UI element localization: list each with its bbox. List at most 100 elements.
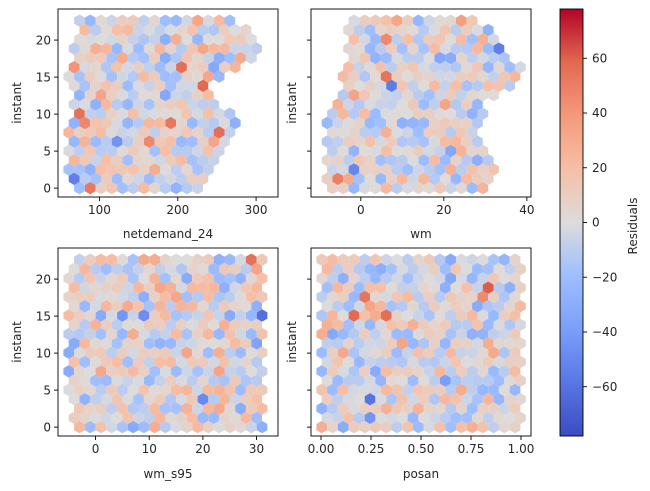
hexbin-cell [423, 327, 435, 341]
hexbin-cell [364, 281, 376, 294]
hexbin-cell [477, 163, 489, 176]
hexbin-cell [160, 402, 171, 415]
hexbin-cell [488, 88, 499, 102]
hexbin-cell [429, 116, 440, 130]
hexbin-cell [316, 327, 328, 341]
hexbin-cell [391, 327, 403, 341]
hexbin-cell [245, 402, 257, 415]
hexbin-cell [515, 318, 526, 331]
hexbin-cell [450, 23, 462, 37]
hexbin-cell [192, 107, 203, 120]
hexbin-cell [127, 33, 139, 46]
hexbin-cell [337, 253, 349, 266]
hexbin-cell [493, 42, 505, 55]
hexbin-cell [407, 23, 419, 37]
hexbin-cell [68, 337, 80, 350]
hexbin-cell [127, 70, 139, 83]
hexbin-cell [122, 23, 134, 37]
hexbin-cell [186, 318, 198, 331]
hexbin-cell [461, 337, 473, 350]
hexbin-cell [477, 272, 489, 285]
hexbin-cell [111, 318, 123, 331]
hexbin-cell [79, 116, 91, 130]
hexbin-cell [122, 374, 134, 387]
hexbin-cell [143, 116, 155, 130]
hexbin-cell [197, 393, 209, 406]
hexbin-cell [375, 23, 387, 37]
hexbin-cell [186, 281, 198, 294]
hexbin-cell [106, 14, 118, 27]
hexbin-cell [160, 14, 171, 27]
hexbin-cell [429, 98, 440, 111]
hexbin-cell [122, 154, 134, 167]
hexbin-cell [359, 181, 371, 195]
hexbin-cell [386, 154, 397, 167]
hexbin-cell [74, 33, 85, 46]
hexbin-cell [245, 383, 257, 397]
hexbin-cell [337, 327, 349, 341]
hexbin-cell [413, 346, 424, 359]
hexbin-cell [402, 181, 413, 195]
hexbin-cell [391, 383, 403, 397]
hexbin-cell [68, 116, 80, 130]
hexbin-cell [165, 135, 177, 148]
hexbin-cell [413, 126, 424, 139]
hexbin-cell [316, 346, 328, 359]
hexbin-cell [327, 107, 338, 120]
hexbin-cell [450, 135, 462, 148]
hexbin-cell [482, 337, 494, 350]
hexbin-cell [402, 107, 413, 120]
hexbin-cell [343, 393, 354, 406]
hexbin-cell [364, 42, 376, 55]
hexbin-cell [122, 281, 134, 294]
hexbin-cell [429, 79, 440, 92]
hexbin-cell [106, 420, 118, 434]
hexbin-cell [439, 135, 451, 148]
hexbin-cell [117, 33, 128, 46]
hexbin-cell [95, 365, 107, 378]
hexbin-cell [370, 107, 381, 120]
hexbin-cell [186, 98, 198, 111]
hexbin-cell [170, 144, 182, 158]
hexbin-cell [133, 98, 144, 111]
hexbin-cell [493, 393, 505, 406]
hexbin-cell [181, 144, 193, 158]
hexbin-cell [127, 181, 139, 195]
hexbin-cell [101, 281, 112, 294]
hexbin-cell [337, 420, 349, 434]
hexbin-cell [434, 70, 446, 83]
hexbin-cell [348, 14, 360, 27]
colorbar-label: Residuals [626, 198, 640, 255]
hexbin-cell [192, 402, 203, 415]
hexbin-cell [359, 14, 371, 27]
y-axis-label: instant [10, 321, 24, 363]
hexbin-cell [418, 79, 430, 92]
hexbin-cell [337, 346, 349, 359]
hexbin-cell [235, 309, 246, 322]
hexbin-cell [197, 116, 209, 130]
hexbin-cell [461, 318, 473, 331]
hexbin-cell [429, 61, 440, 74]
hexbin-cell [407, 374, 419, 387]
hexbin-cell [482, 393, 494, 406]
hexbin-cell [101, 374, 112, 387]
hexbin-cell [192, 163, 203, 176]
hexbin-cell [343, 318, 354, 331]
hexbin-cell [321, 393, 333, 406]
hexbin-cell [316, 309, 328, 322]
tick-group: 0.00 0.25 0.50 0.75 1.00 [307, 278, 534, 456]
hexbin-cell [423, 88, 435, 102]
hexbin-cell [407, 61, 419, 74]
hexbin-cell [111, 98, 123, 111]
hexbin-cell [413, 51, 424, 65]
hexbin-cell [450, 281, 462, 294]
hexbin-cell [74, 51, 85, 65]
hexbin-cell [466, 126, 478, 139]
hexbin-cell [509, 290, 521, 304]
hexbin-cell [181, 88, 193, 102]
hexbin-cell [160, 327, 171, 341]
hexbin-cell [359, 107, 371, 120]
hexbin-cell [332, 374, 344, 387]
hexbin-cell [143, 61, 155, 74]
hexbin-cell [364, 393, 376, 406]
